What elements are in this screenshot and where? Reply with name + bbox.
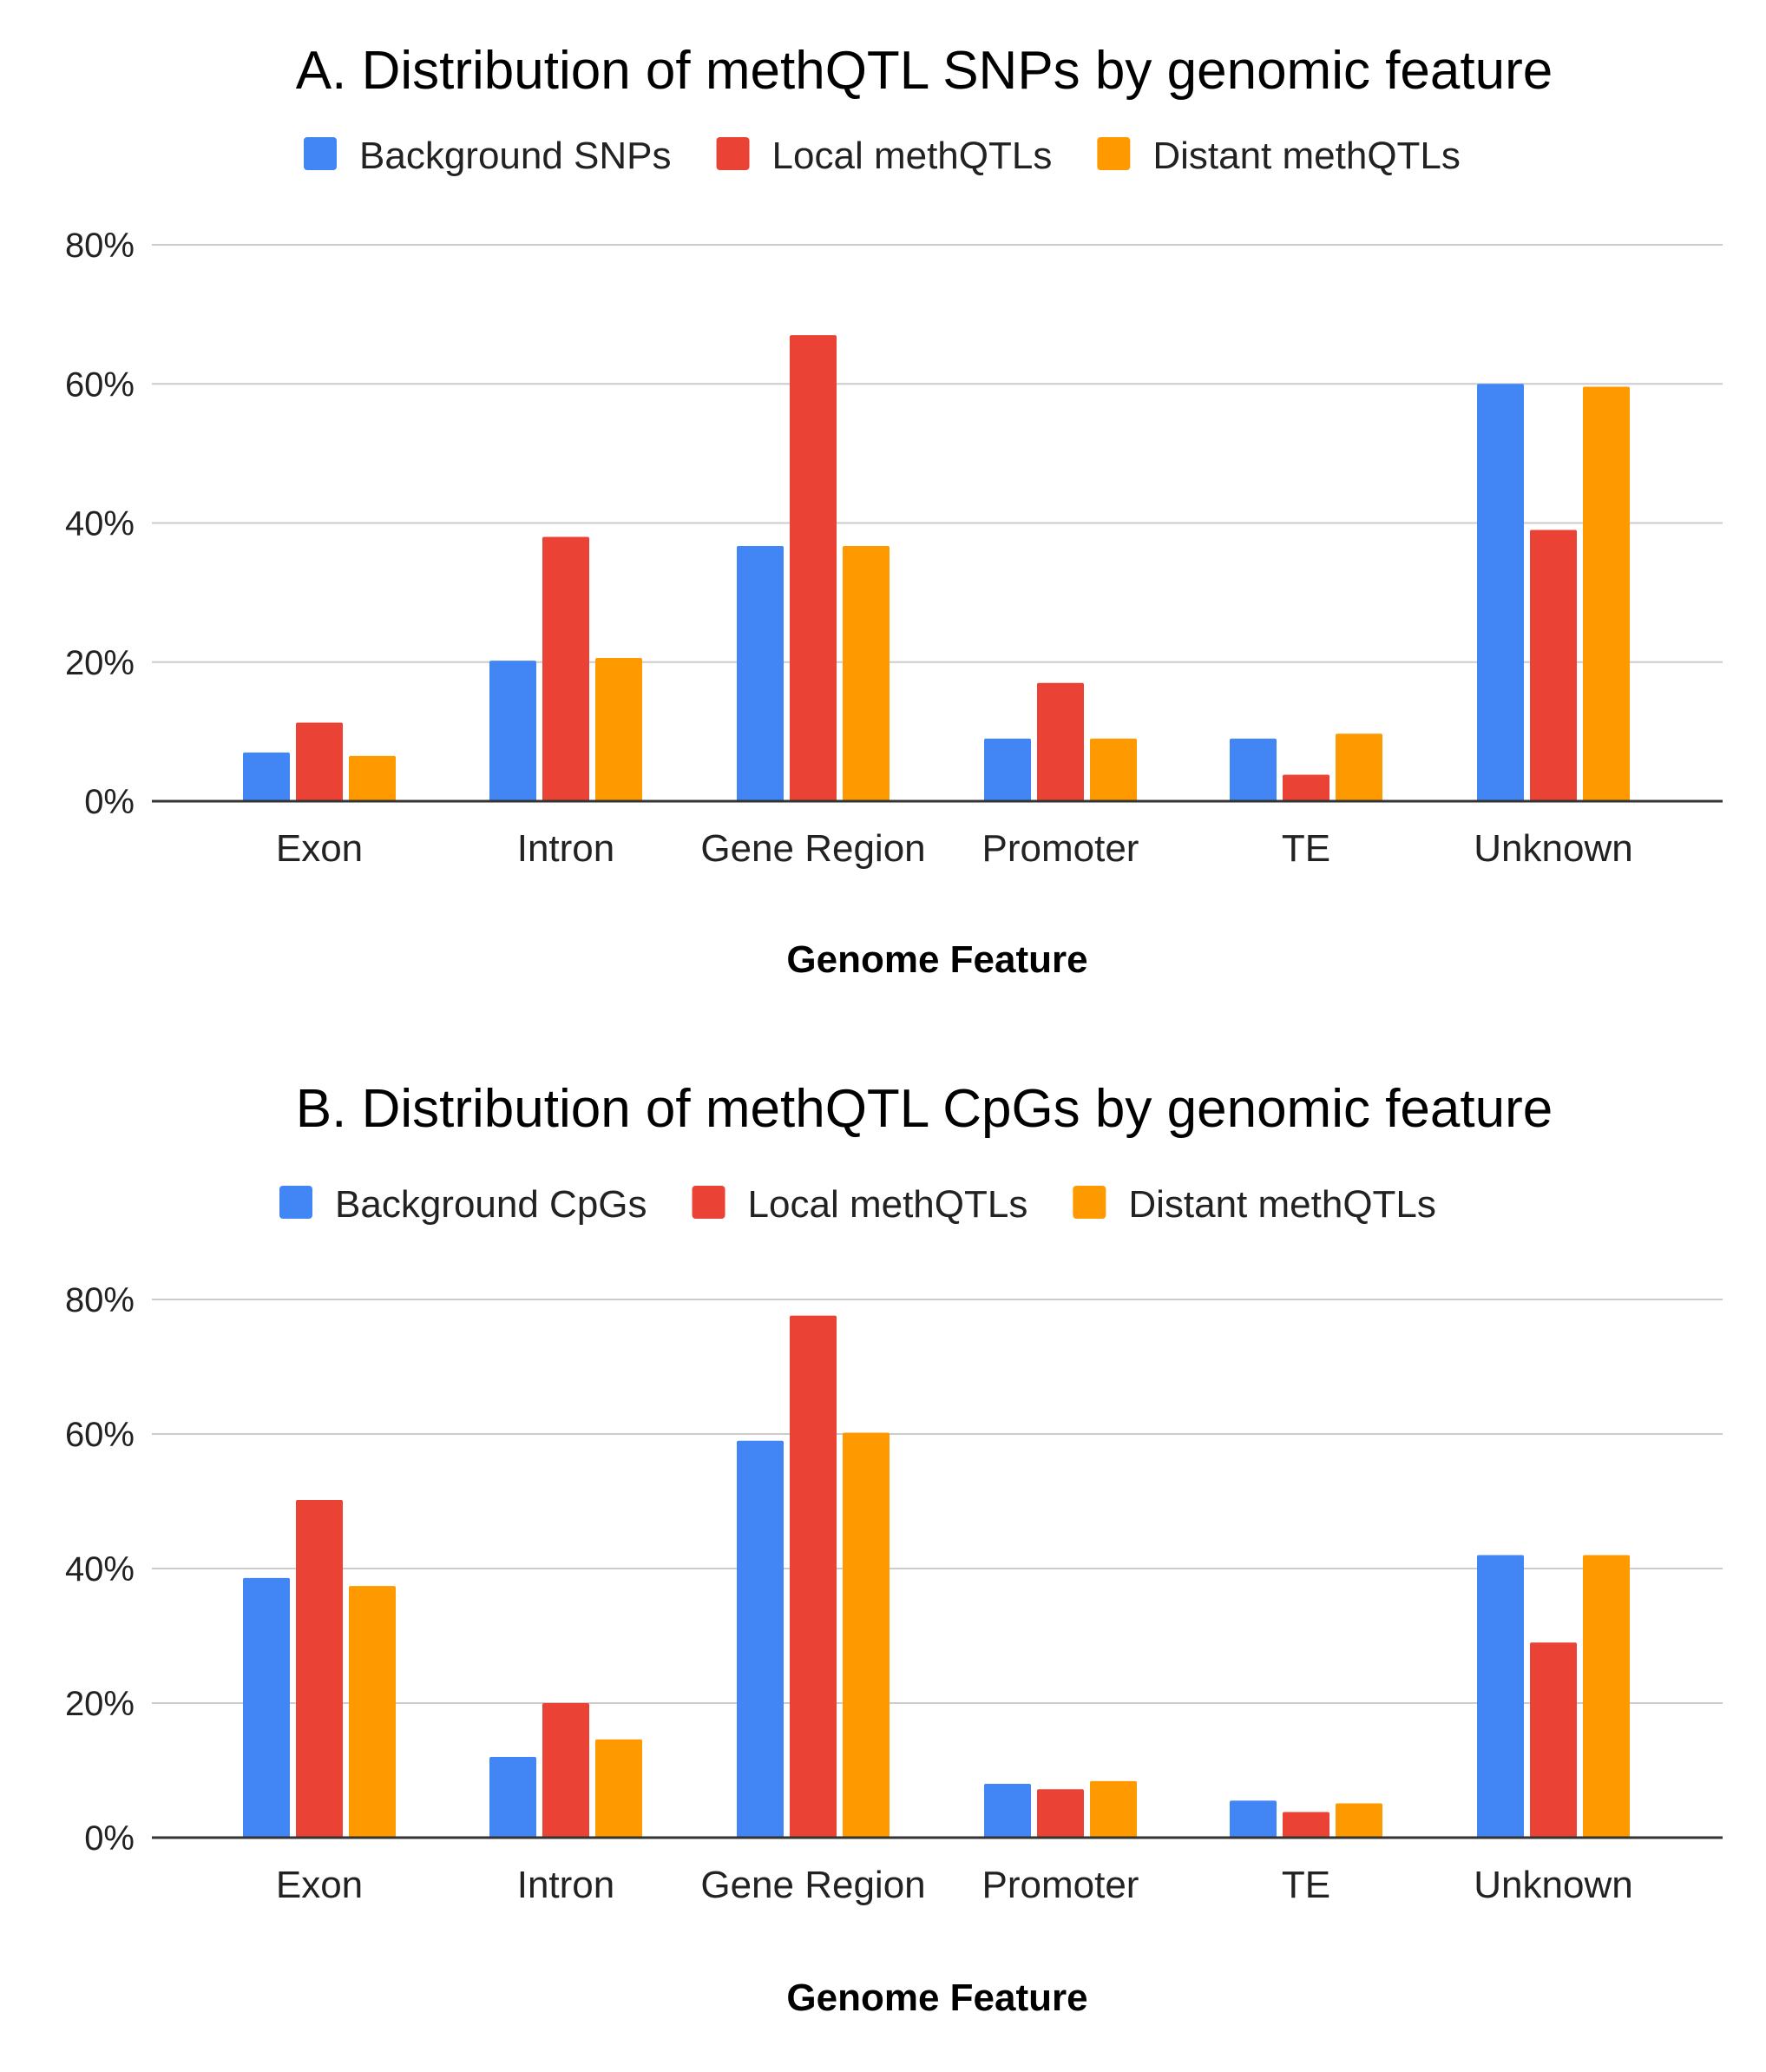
- x-axis-title: Genome Feature: [786, 1977, 1087, 2019]
- legend-swatch: [1097, 137, 1131, 170]
- bar-unknown-distant: [1583, 386, 1630, 801]
- x-category-label: Gene Region: [700, 1864, 925, 1906]
- bar-promoter-distant: [1090, 738, 1137, 801]
- x-category-label: Exon: [276, 1864, 363, 1906]
- bar-gene-region-distant: [843, 545, 890, 801]
- bar-gene-region-background: [737, 1440, 784, 1838]
- bar-promoter-local: [1037, 682, 1084, 801]
- legend-label: Local methQTLs: [748, 1183, 1028, 1226]
- bar-intron-background: [489, 1757, 536, 1838]
- legend-swatch: [279, 1186, 312, 1219]
- legend-swatch: [1073, 1186, 1106, 1219]
- chart-title: B. Distribution of methQTL CpGs by genom…: [296, 1079, 1553, 1139]
- bar-te-background: [1230, 1800, 1277, 1838]
- x-category-label: Promoter: [982, 827, 1139, 870]
- bar-te-local: [1283, 1812, 1329, 1838]
- bar-unknown-local: [1530, 1642, 1577, 1838]
- x-category-label: TE: [1282, 1864, 1330, 1906]
- y-tick-label: 0%: [84, 1819, 135, 1858]
- bar-unknown-background: [1477, 384, 1524, 801]
- y-tick-label: 80%: [65, 1281, 135, 1319]
- bar-intron-distant: [595, 657, 642, 801]
- bar-unknown-background: [1477, 1555, 1524, 1838]
- bar-exon-distant: [349, 755, 396, 801]
- legend-label: Background SNPs: [359, 135, 672, 177]
- x-category-label: Exon: [276, 827, 363, 870]
- bar-gene-region-background: [737, 545, 784, 801]
- bar-promoter-background: [984, 738, 1031, 801]
- legend-label: Distant methQTLs: [1152, 135, 1461, 177]
- y-tick-label: 0%: [84, 783, 135, 821]
- bar-te-distant: [1336, 733, 1382, 801]
- legend-label: Distant methQTLs: [1128, 1183, 1436, 1226]
- x-category-label: Unknown: [1474, 1864, 1632, 1906]
- chart-title: A. Distribution of methQTL SNPs by genom…: [296, 41, 1553, 101]
- x-category-label: Intron: [517, 827, 615, 870]
- legend-label: Local methQTLs: [772, 135, 1053, 177]
- bar-promoter-distant: [1090, 1780, 1137, 1838]
- x-category-label: TE: [1282, 827, 1330, 870]
- bar-promoter-local: [1037, 1789, 1084, 1838]
- bar-te-local: [1283, 774, 1329, 801]
- bar-intron-local: [542, 536, 589, 801]
- bar-exon-local: [296, 722, 343, 801]
- y-tick-label: 20%: [65, 1685, 135, 1723]
- bar-intron-distant: [595, 1739, 642, 1838]
- bar-te-distant: [1336, 1803, 1382, 1838]
- legend: Background CpGs Local methQTLs Distant met…: [279, 1183, 1436, 1226]
- bar-gene-region-local: [790, 335, 837, 802]
- x-category-label: Promoter: [982, 1864, 1139, 1906]
- chart-panel-b: B. Distribution of methQTL CpGs by genom…: [65, 1079, 1723, 2019]
- bar-unknown-distant: [1583, 1555, 1630, 1838]
- bar-intron-background: [489, 661, 536, 801]
- bar-promoter-background: [984, 1784, 1031, 1838]
- y-tick-label: 60%: [65, 365, 135, 404]
- bar-intron-local: [542, 1703, 589, 1838]
- legend-label: Background CpGs: [335, 1183, 647, 1226]
- bar-exon-background: [243, 1577, 290, 1838]
- bar-gene-region-local: [790, 1315, 837, 1838]
- bar-unknown-local: [1530, 530, 1577, 801]
- y-tick-label: 20%: [65, 644, 135, 682]
- bar-exon-local: [296, 1499, 343, 1838]
- y-tick-label: 80%: [65, 227, 135, 265]
- x-category-label: Unknown: [1474, 827, 1632, 870]
- legend-swatch: [716, 137, 750, 170]
- y-tick-label: 40%: [65, 1550, 135, 1589]
- legend-swatch: [304, 137, 337, 170]
- chart-panel-a: A. Distribution of methQTL SNPs by genom…: [65, 41, 1723, 981]
- bar-te-background: [1230, 738, 1277, 801]
- legend: Background SNPs Local methQTLs Distant met…: [304, 135, 1461, 177]
- y-tick-label: 60%: [65, 1416, 135, 1454]
- x-category-label: Gene Region: [700, 827, 925, 870]
- x-category-label: Intron: [517, 1864, 615, 1906]
- bar-exon-background: [243, 752, 290, 801]
- bar-gene-region-distant: [843, 1432, 890, 1838]
- bar-exon-distant: [349, 1586, 396, 1838]
- y-tick-label: 40%: [65, 505, 135, 543]
- legend-swatch: [692, 1186, 725, 1219]
- x-axis-title: Genome Feature: [786, 938, 1087, 981]
